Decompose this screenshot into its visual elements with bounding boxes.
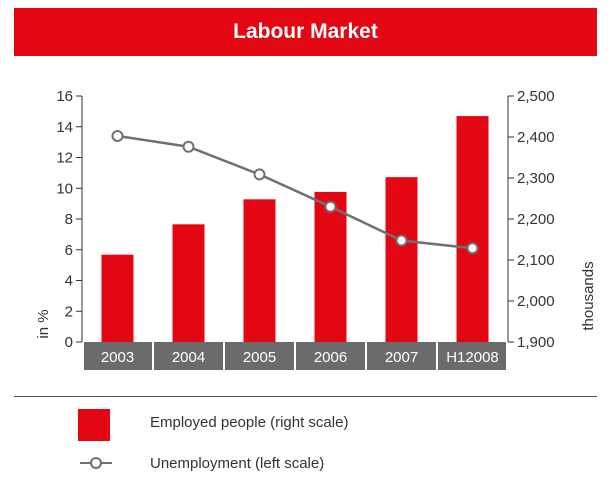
unemployment-point-2004 bbox=[182, 140, 195, 153]
category-label-2006: 2006 bbox=[314, 349, 347, 366]
left-tick-label: 8 bbox=[65, 211, 73, 228]
left-tick-label: 16 bbox=[56, 88, 73, 105]
legend-separator bbox=[14, 396, 597, 397]
chart-area: 2003 2004 2005 2006 2007 H12008 0 2 4 6 8 10 12 14 16… bbox=[35, 88, 597, 370]
bar-2003 bbox=[101, 254, 134, 342]
bar-2005 bbox=[243, 199, 276, 342]
unemployment-point-2003 bbox=[111, 129, 124, 142]
category-label-2003: 2003 bbox=[101, 349, 134, 366]
legend-line-swatch bbox=[80, 457, 112, 469]
category-label-H12008: H12008 bbox=[446, 349, 499, 366]
right-tick-label: 2,300 bbox=[517, 170, 555, 187]
left-tick-label: 6 bbox=[65, 242, 73, 259]
legend-label-unemployment: Unemployment (left scale) bbox=[150, 455, 325, 472]
right-tick-label: 2,100 bbox=[517, 252, 555, 269]
left-tick-label: 2 bbox=[65, 303, 73, 320]
right-axis-label: thousands bbox=[580, 261, 597, 330]
bar-2006 bbox=[314, 191, 347, 342]
right-tick-label: 2,400 bbox=[517, 129, 555, 146]
right-tick-label: 2,000 bbox=[517, 293, 555, 310]
left-tick-label: 10 bbox=[56, 180, 73, 197]
bar-2007 bbox=[385, 177, 418, 342]
left-tick-label: 4 bbox=[65, 273, 73, 290]
left-tick-label: 12 bbox=[56, 150, 73, 167]
category-label-2004: 2004 bbox=[172, 349, 205, 366]
category-label-2007: 2007 bbox=[385, 349, 418, 366]
title-banner: Labour Market bbox=[14, 8, 597, 56]
left-tick-label: 0 bbox=[65, 334, 73, 351]
unemployment-point-2005 bbox=[253, 168, 266, 181]
unemployment-point-2007 bbox=[395, 234, 408, 247]
right-tick-label: 2,500 bbox=[517, 88, 555, 105]
right-tick-label: 1,900 bbox=[517, 334, 555, 351]
unemployment-point-2006 bbox=[324, 200, 337, 213]
unemployment-line bbox=[117, 134, 473, 250]
legend-bar-swatch bbox=[78, 409, 110, 441]
bar-H12008 bbox=[456, 116, 489, 342]
legend-label-employed: Employed people (right scale) bbox=[150, 414, 349, 431]
chart-title: Labour Market bbox=[233, 20, 378, 43]
unemployment-point-H12008 bbox=[466, 242, 479, 255]
left-tick-label: 14 bbox=[56, 119, 73, 136]
right-tick-label: 2,200 bbox=[517, 211, 555, 228]
bar-2004 bbox=[172, 224, 205, 342]
category-label-2005: 2005 bbox=[243, 349, 276, 366]
left-axis-label: in % bbox=[35, 309, 52, 338]
